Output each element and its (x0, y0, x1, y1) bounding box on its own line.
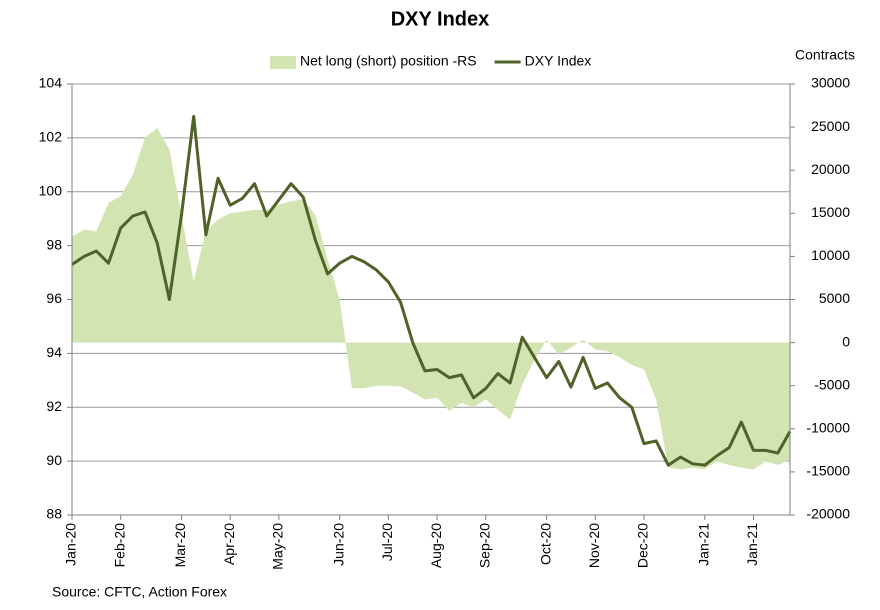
legend-label: DXY Index (525, 53, 592, 69)
y-tick-label: 100 (39, 182, 63, 198)
legend-label: Net long (short) position -RS (300, 53, 477, 69)
y2-tick-label: -10000 (806, 420, 850, 436)
x-tick-label: Jun-20 (330, 523, 346, 566)
y2-tick-label: 15000 (811, 204, 850, 220)
y-tick-label: 92 (46, 398, 62, 414)
y-tick-label: 96 (46, 290, 62, 306)
x-tick-label: Sep-20 (476, 523, 492, 568)
y2-tick-label: 5000 (819, 290, 850, 306)
y-tick-label: 98 (46, 236, 62, 252)
x-tick-label: Aug-20 (428, 523, 444, 568)
x-tick-label: Jan-21 (744, 523, 760, 566)
x-tick-label: Dec-20 (635, 523, 651, 568)
x-tick-label: Mar-20 (172, 523, 188, 568)
x-tick-label: Nov-20 (586, 523, 602, 568)
y2-tick-label: 30000 (811, 75, 850, 91)
y-tick-label: 104 (39, 75, 63, 91)
x-tick-label: Oct-20 (537, 523, 553, 565)
legend-swatch (270, 56, 296, 69)
y2-tick-label: -5000 (814, 376, 850, 392)
y2-tick-label: 0 (842, 333, 850, 349)
chart-title: DXY Index (391, 8, 490, 30)
y2-tick-label: 10000 (811, 247, 850, 263)
y2-tick-label: -15000 (806, 463, 850, 479)
line (71, 114, 792, 467)
y2-tick-label: 20000 (811, 161, 850, 177)
y-tick-label: 88 (46, 506, 62, 522)
y2-tick-label: -20000 (806, 506, 850, 522)
source: Source: CFTC, Action Forex (52, 584, 227, 600)
y-tick-label: 102 (39, 129, 63, 145)
y2-tick-label: 25000 (811, 118, 850, 134)
x-tick-label: Jul-20 (379, 523, 395, 561)
y-tick-label: 94 (46, 344, 62, 360)
y2-axis-label: Contracts (795, 47, 855, 63)
y-tick-label: 90 (46, 452, 62, 468)
x-tick-label: Feb-20 (111, 523, 127, 568)
x-tick-label: Jan-21 (696, 523, 712, 566)
x-tick-label: Apr-20 (221, 523, 237, 565)
area (72, 127, 790, 470)
x-tick-label: Jan-20 (63, 523, 79, 566)
x-tick-label: May-20 (270, 523, 286, 570)
